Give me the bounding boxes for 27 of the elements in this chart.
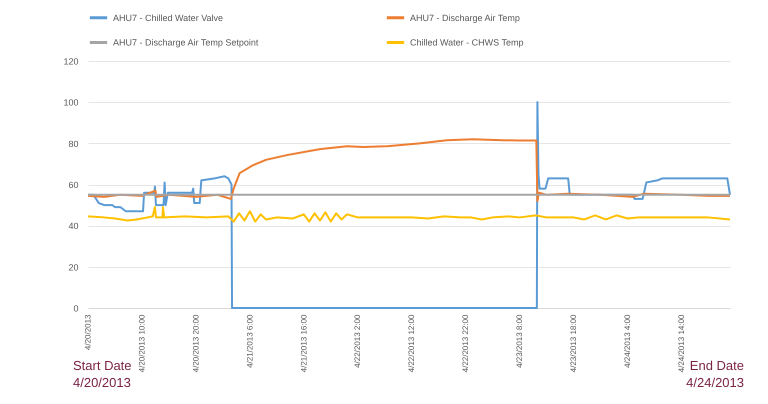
line-series bbox=[87, 206, 731, 223]
y-tick-label: 0 bbox=[73, 304, 78, 314]
x-tick-label: 4/20/2013 10:00 bbox=[137, 314, 146, 372]
x-tick-label: 4/20/2013 bbox=[84, 314, 92, 350]
y-tick-label: 60 bbox=[68, 180, 78, 190]
text: Start Date 4/20/2013 bbox=[73, 358, 132, 390]
text: End Date 4/24/2013 bbox=[686, 358, 744, 390]
x-tick-label: 4/22/2013 2:00 bbox=[353, 314, 362, 368]
legend-label: AHU7 - Discharge Air Temp Setpoint bbox=[113, 38, 259, 48]
x-tick-label: 4/21/2013 16:00 bbox=[299, 314, 308, 372]
x-tick-label: 4/21/2013 6:00 bbox=[245, 314, 254, 368]
y-tick-label: 20 bbox=[68, 262, 78, 272]
x-tick-label: 4/23/2013 18:00 bbox=[569, 314, 578, 372]
x-tick-label: 4/22/2013 12:00 bbox=[407, 314, 416, 372]
x-tick-label: 4/24/2013 4:00 bbox=[622, 314, 632, 368]
legend-label: AHU7 - Discharge Air Temp bbox=[410, 12, 520, 23]
y-tick-label: 120 bbox=[63, 56, 78, 66]
x-tick-label: 4/22/2013 22:00 bbox=[461, 314, 470, 372]
x-tick-label: 4/24/2013 14:00 bbox=[676, 314, 686, 372]
legend-label: AHU7 - Chilled Water Valve bbox=[113, 12, 224, 23]
line-series bbox=[87, 138, 731, 202]
y-tick-label: 80 bbox=[68, 138, 78, 149]
x-tick-label: 4/20/2013 20:00 bbox=[191, 314, 200, 372]
legend-label: Chilled Water - CHWS Temp bbox=[410, 38, 524, 48]
y-tick-label: 100 bbox=[63, 98, 78, 108]
x-tick-label: 4/23/2013 8:00 bbox=[515, 314, 524, 368]
y-tick-label: 40 bbox=[68, 221, 78, 232]
